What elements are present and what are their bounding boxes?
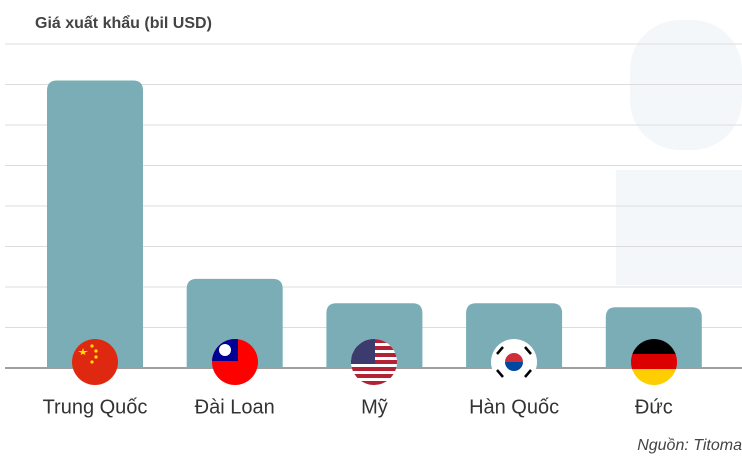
chart-title: Giá xuất khẩu (bil USD)	[35, 14, 212, 32]
flag-korea	[491, 339, 537, 385]
x-tick-label: Đức	[635, 396, 673, 418]
x-tick-label: Đài Loan	[195, 396, 275, 418]
flag-usa	[351, 339, 397, 385]
flags	[72, 339, 677, 385]
bars	[47, 80, 702, 368]
x-tick-label: Trung Quốc	[43, 396, 148, 418]
bar	[466, 303, 563, 368]
flag-germany	[631, 339, 677, 385]
watermark	[616, 20, 742, 285]
bar	[605, 307, 702, 368]
x-tick-label: Hàn Quốc	[469, 396, 559, 418]
bar	[47, 80, 143, 368]
bar	[186, 278, 283, 368]
x-tick-label: Mỹ	[361, 396, 388, 418]
bar	[326, 303, 423, 368]
source: Nguồn: Titoma	[637, 437, 742, 454]
flag-taiwan	[212, 339, 258, 385]
flag-china	[72, 339, 118, 385]
